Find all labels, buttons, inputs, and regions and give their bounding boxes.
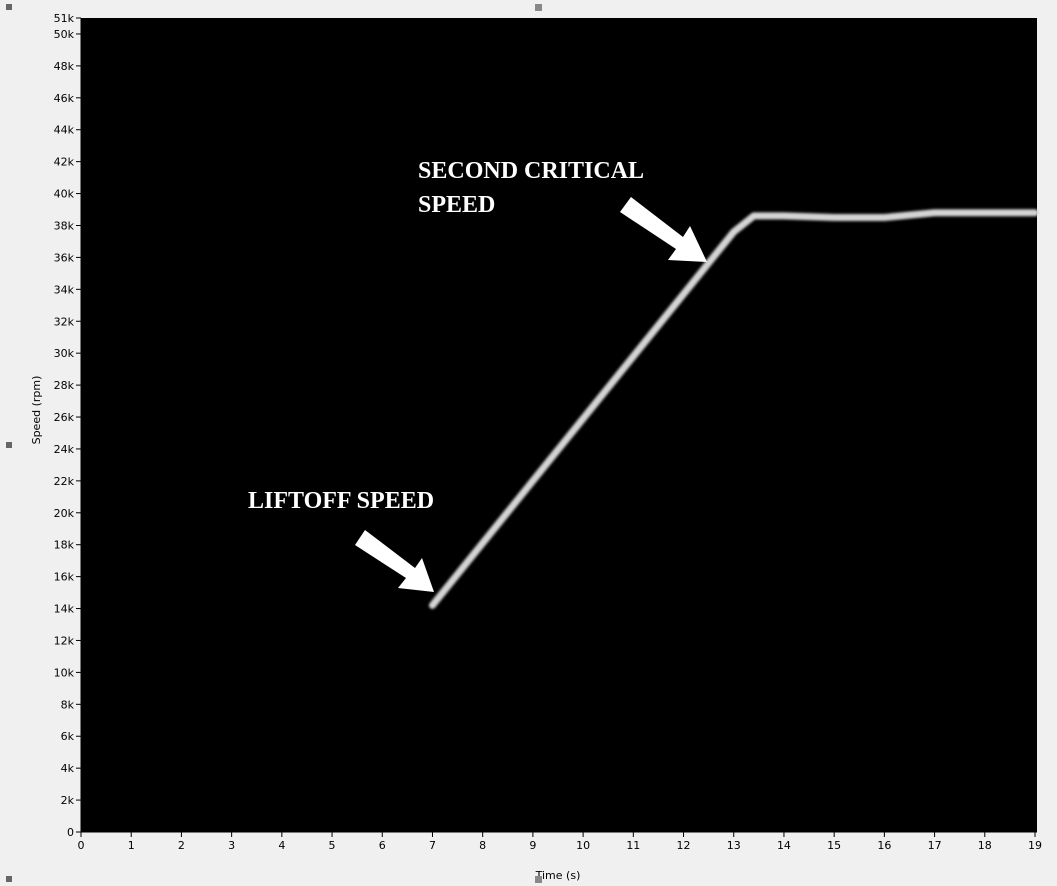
y-tick-label: 44k xyxy=(54,124,75,137)
x-tick-label: 0 xyxy=(78,839,85,852)
y-tick-label: 20k xyxy=(54,507,75,520)
y-tick-label: 51k xyxy=(54,12,75,25)
y-tick-label: 48k xyxy=(54,60,75,73)
y-tick-label: 46k xyxy=(54,92,75,105)
arrow xyxy=(620,197,707,262)
y-tick-label: 26k xyxy=(54,411,75,424)
handle xyxy=(6,4,12,10)
series-line xyxy=(428,209,1039,609)
x-tick-label: 18 xyxy=(978,839,992,852)
y-tick-label: 8k xyxy=(61,698,75,711)
y-tick-label: 50k xyxy=(54,28,75,41)
x-tick-label: 4 xyxy=(278,839,285,852)
x-tick-label: 9 xyxy=(529,839,536,852)
y-tick-label: 22k xyxy=(54,475,75,488)
annotation: LIFTOFF SPEED xyxy=(248,488,434,514)
x-tick-label: 2 xyxy=(178,839,185,852)
y-tick-label: 38k xyxy=(54,219,75,232)
y-tick-label: 4k xyxy=(61,762,75,775)
x-tick-label: 6 xyxy=(379,839,386,852)
handle xyxy=(535,4,542,11)
y-tick-label: 30k xyxy=(54,347,75,360)
y-tick-label: 14k xyxy=(54,603,75,616)
y-tick-label: 32k xyxy=(54,315,75,328)
x-axis-label: Time (s) xyxy=(535,869,581,882)
y-tick-label: 40k xyxy=(54,188,75,201)
annotation: SPEED xyxy=(418,192,495,218)
x-tick-label: 3 xyxy=(228,839,235,852)
plot-area xyxy=(81,18,1037,832)
handle xyxy=(6,442,12,448)
x-tick-label: 11 xyxy=(626,839,640,852)
x-tick-label: 17 xyxy=(928,839,942,852)
x-tick-label: 16 xyxy=(877,839,891,852)
y-axis-label: Speed (rpm) xyxy=(30,376,43,445)
x-tick-label: 7 xyxy=(429,839,436,852)
y-tick-label: 6k xyxy=(61,730,75,743)
x-tick-label: 13 xyxy=(727,839,741,852)
y-tick-label: 18k xyxy=(54,539,75,552)
y-tick-label: 0 xyxy=(67,826,74,839)
x-tick-label: 10 xyxy=(576,839,590,852)
x-tick-label: 5 xyxy=(329,839,336,852)
y-tick-label: 16k xyxy=(54,571,75,584)
y-tick-label: 42k xyxy=(54,156,75,169)
x-tick-label: 15 xyxy=(827,839,841,852)
y-tick-label: 28k xyxy=(54,379,75,392)
y-tick-label: 2k xyxy=(61,794,75,807)
x-tick-label: 8 xyxy=(479,839,486,852)
y-tick-label: 34k xyxy=(54,283,75,296)
y-tick-label: 10k xyxy=(54,666,75,679)
handle xyxy=(6,876,12,882)
x-tick-label: 19 xyxy=(1028,839,1042,852)
annotation: SECOND CRITICAL xyxy=(418,158,644,184)
y-tick-label: 12k xyxy=(54,634,75,647)
y-tick-label: 24k xyxy=(54,443,75,456)
x-tick-label: 1 xyxy=(128,839,135,852)
handle xyxy=(535,876,542,883)
x-tick-label: 12 xyxy=(677,839,691,852)
arrow xyxy=(355,530,434,592)
x-tick-label: 14 xyxy=(777,839,791,852)
y-tick-label: 36k xyxy=(54,251,75,264)
